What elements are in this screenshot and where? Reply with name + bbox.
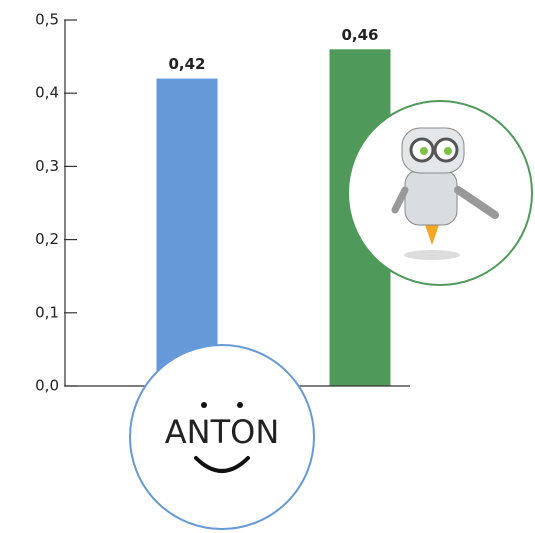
anton-logo: ANTON bbox=[129, 344, 315, 530]
y-tick-label: 0,5 bbox=[35, 11, 59, 29]
logo-circle bbox=[129, 344, 315, 530]
robot-badge bbox=[347, 100, 533, 286]
robot-pupil bbox=[420, 147, 428, 155]
y-tick-label: 0,4 bbox=[35, 84, 59, 102]
bar bbox=[156, 78, 218, 386]
robot-pupil bbox=[444, 147, 452, 155]
logo-text: ANTON bbox=[165, 413, 280, 451]
logo-smile bbox=[194, 456, 250, 473]
logo-dot bbox=[201, 402, 207, 408]
logo-dot bbox=[237, 402, 243, 408]
robot-flame bbox=[425, 225, 439, 245]
robot-arm bbox=[454, 186, 499, 219]
robot-arm bbox=[391, 186, 409, 214]
value-label: 0,42 bbox=[168, 55, 205, 73]
y-tick-label: 0,3 bbox=[35, 157, 59, 175]
robot-shadow bbox=[404, 250, 460, 260]
value-label: 0,46 bbox=[341, 26, 378, 44]
y-tick-label: 0,2 bbox=[35, 230, 59, 248]
y-tick-label: 0,1 bbox=[35, 303, 59, 321]
y-tick-label: 0,0 bbox=[35, 377, 59, 395]
robot-body bbox=[404, 169, 458, 226]
